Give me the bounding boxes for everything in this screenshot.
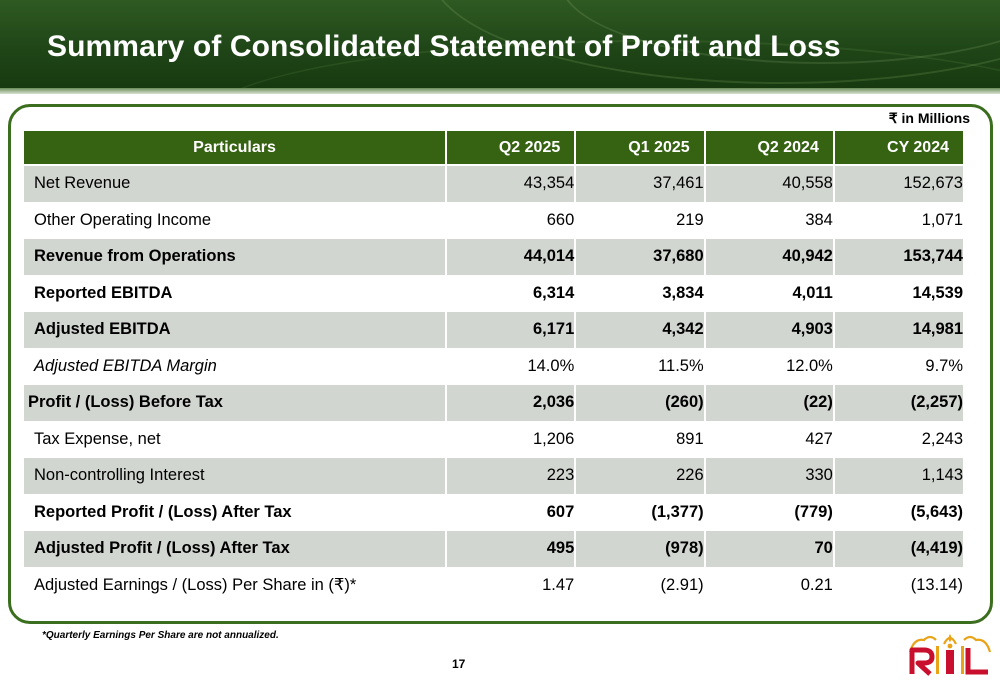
title-banner: Summary of Consolidated Statement of Pro… [0,0,1000,92]
row-label: Other Operating Income [24,203,446,239]
table-cell: 43,354 [447,166,575,203]
table-cell: 1,143 [834,458,963,495]
table-cell: 152,673 [834,166,963,203]
table-cell: (22) [705,385,833,422]
table-cell: 219 [576,203,704,239]
table-cell: 226 [576,458,704,495]
row-label: Adjusted EBITDA Margin [24,349,446,385]
table-cell: 37,680 [576,239,704,276]
row-label: Revenue from Operations [24,239,446,276]
table-cell: 2,036 [447,385,575,422]
table-cell: (5,643) [834,495,963,531]
row-label: Non-controlling Interest [24,458,446,495]
column-header: Particulars [24,131,446,166]
row-label: Adjusted EBITDA [24,312,446,349]
column-header: Q1 2025 [576,131,704,166]
unit-note: ₹ in Millions [888,110,970,126]
table-cell: 6,171 [447,312,575,349]
table-row: Adjusted EBITDA 6,171 4,342 4,903 14,981 [24,312,963,349]
row-label: Net Revenue [24,166,446,203]
table-cell: 660 [447,203,575,239]
table-cell: 11.5% [576,349,704,385]
table-cell: 12.0% [705,349,833,385]
table-cell: 4,011 [705,276,833,312]
table-cell: 153,744 [834,239,963,276]
profit-loss-table: Particulars Q2 2025 Q1 2025 Q2 2024 CY 2… [22,131,965,604]
table-row: Tax Expense, net 1,206 891 427 2,243 [24,422,963,458]
ril-logo [908,634,992,676]
table-row: Other Operating Income 660 219 384 1,071 [24,203,963,239]
table-cell: 14.0% [447,349,575,385]
table-row: Reported EBITDA 6,314 3,834 4,011 14,539 [24,276,963,312]
column-header: CY 2024 [834,131,963,166]
table-cell: 40,942 [705,239,833,276]
column-header: Q2 2024 [705,131,833,166]
table-cell: 40,558 [705,166,833,203]
banner-divider [0,88,1000,94]
table-cell: 891 [576,422,704,458]
table-header-row: Particulars Q2 2025 Q1 2025 Q2 2024 CY 2… [24,131,963,166]
table-cell: 384 [705,203,833,239]
table-cell: 1,206 [447,422,575,458]
table-cell: 495 [447,531,575,568]
table-cell: (4,419) [834,531,963,568]
table-cell: 4,903 [705,312,833,349]
table-cell: 44,014 [447,239,575,276]
table-cell: 70 [705,531,833,568]
table-cell: 14,981 [834,312,963,349]
table-cell: 9.7% [834,349,963,385]
table-cell: (779) [705,495,833,531]
page-number: 17 [452,657,466,671]
table-cell: 223 [447,458,575,495]
table-cell: 1,071 [834,203,963,239]
table-cell: 37,461 [576,166,704,203]
table-cell: 427 [705,422,833,458]
row-label: Reported Profit / (Loss) After Tax [24,495,446,531]
table-cell: (978) [576,531,704,568]
table-cell: (2.91) [576,568,704,604]
table-row: Reported Profit / (Loss) After Tax 607 (… [24,495,963,531]
table-row: Non-controlling Interest 223 226 330 1,1… [24,458,963,495]
table-cell: 607 [447,495,575,531]
table-cell: 4,342 [576,312,704,349]
table-cell: 330 [705,458,833,495]
table-cell: (260) [576,385,704,422]
table-cell: (13.14) [834,568,963,604]
row-label: Profit / (Loss) Before Tax [24,385,446,422]
page-title: Summary of Consolidated Statement of Pro… [47,30,841,63]
footnote: *Quarterly Earnings Per Share are not an… [42,630,279,641]
table-cell: (2,257) [834,385,963,422]
table-cell: (1,377) [576,495,704,531]
table-row: Revenue from Operations 44,014 37,680 40… [24,239,963,276]
table-cell: 14,539 [834,276,963,312]
table-cell: 0.21 [705,568,833,604]
row-label: Adjusted Earnings / (Loss) Per Share in … [24,568,446,604]
table-cell: 2,243 [834,422,963,458]
row-label: Adjusted Profit / (Loss) After Tax [24,531,446,568]
table-row: Adjusted Earnings / (Loss) Per Share in … [24,568,963,604]
table-row: Adjusted EBITDA Margin 14.0% 11.5% 12.0%… [24,349,963,385]
table-cell: 6,314 [447,276,575,312]
table-cell: 1.47 [447,568,575,604]
row-label: Reported EBITDA [24,276,446,312]
table-cell: 3,834 [576,276,704,312]
column-header: Q2 2025 [447,131,575,166]
table-row: Net Revenue 43,354 37,461 40,558 152,673 [24,166,963,203]
table-row: Adjusted Profit / (Loss) After Tax 495 (… [24,531,963,568]
row-label: Tax Expense, net [24,422,446,458]
table-row: Profit / (Loss) Before Tax 2,036 (260) (… [24,385,963,422]
